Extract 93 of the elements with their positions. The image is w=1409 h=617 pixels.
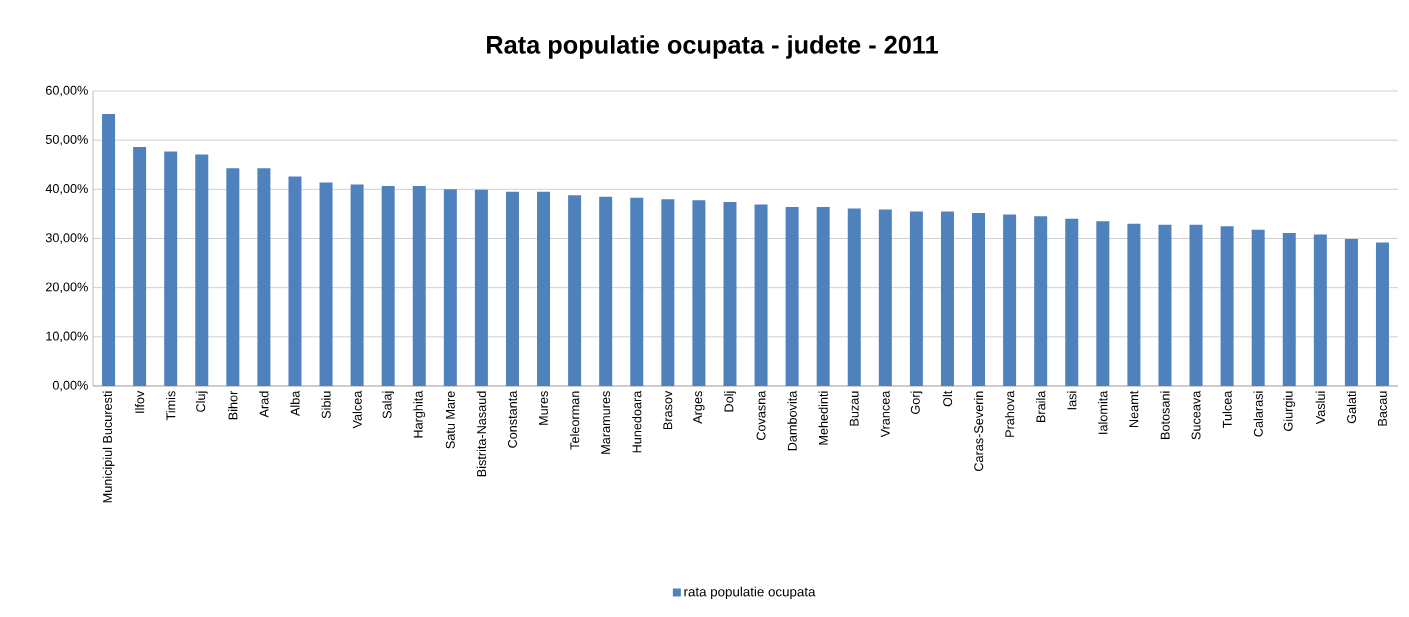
x-tick-label: Vaslui [1315,391,1325,425]
x-tick-label: Satu Mare [445,391,455,449]
bar [1313,234,1327,386]
x-tick-label: Alba [290,390,300,417]
x-tick-label: Covasna [756,390,766,441]
y-tick-label: 30,00% [45,233,88,244]
x-tick-label: Vrancea [880,390,890,438]
bar [568,195,582,386]
x-tick-label: Arges [693,391,705,424]
bar [505,191,519,386]
y-tick-label: 50,00% [45,134,88,146]
bar [1127,223,1141,386]
x-tick-label: Braila [1036,390,1046,423]
x-tick-label: Botosani [1160,391,1170,439]
y-tick-label: 10,00% [46,331,88,343]
bar [785,207,799,386]
bar [847,208,861,386]
x-tick-label: Constanta [507,390,517,448]
x-tick-label: Teleorman [569,391,580,450]
y-tick-label: 0,00% [52,380,88,392]
bar [164,151,178,386]
bar [537,191,551,386]
bar [909,211,923,386]
bar [1251,229,1265,386]
x-tick-label: Maramures [601,391,611,454]
bar [1096,221,1110,386]
bar [381,185,395,386]
bar [1003,214,1017,386]
x-tick-label: Prahova [1004,390,1015,437]
x-tick-label: Calarasi [1253,391,1263,437]
bar [1065,218,1079,386]
bar [692,200,706,386]
x-tick-label: Valcea [352,390,362,429]
bar [319,182,333,386]
x-tick-label: Bistrita-Nasaud [476,391,487,477]
bar [1158,224,1172,386]
x-tick-label: Olt [942,390,953,407]
bar [350,184,364,386]
bar [1034,216,1048,386]
x-tick-label: Bihor [228,390,238,420]
x-tick-label: Hunedoara [632,390,642,453]
x-tick-label: Giurgiu [1283,391,1296,431]
bar [1375,242,1389,386]
x-tick-label: Galati [1346,391,1357,424]
bar [816,207,830,386]
bar [226,168,240,386]
bar [443,189,457,386]
bar [878,209,892,386]
x-tick-label: Harghita [413,390,426,438]
bar [1344,238,1358,386]
x-tick-label: Dambovita [787,390,797,451]
x-tick-label: Arad [259,391,269,418]
x-tick-label: Ilfov [134,390,145,413]
x-tick-label: Salaj [382,391,395,419]
bar [1282,233,1296,386]
bar [1220,226,1234,386]
bar [661,199,675,386]
bar [133,147,147,386]
x-tick-label: Timis [166,391,176,421]
legend-label: rata populatie ocupata [684,586,816,600]
bar [257,168,271,386]
bar [474,189,488,386]
bar [102,114,116,386]
x-tick-label: Caras-Severin [973,391,984,472]
x-tick-label: Neamt [1129,390,1139,427]
x-tick-label: Tulcea [1222,390,1232,428]
x-tick-label: Sibiu [321,391,331,419]
bar [412,185,426,386]
bar [972,212,986,386]
x-tick-label: Brasov [663,390,673,430]
x-tick-label: Buzau [849,391,859,426]
x-tick-label: Cluj [195,391,208,412]
bar [599,196,613,386]
y-tick-label: 20,00% [45,282,88,293]
x-tick-label: Mehedinti [818,391,828,445]
bar [940,211,954,386]
bar [754,204,768,386]
x-tick-label: Ialomita [1098,390,1108,434]
bar [195,154,209,386]
y-tick-label: 60,00% [45,85,88,97]
bar [288,176,302,386]
y-tick-label: 40,00% [45,184,88,195]
x-tick-label: Mures [539,391,548,425]
bar [1189,224,1203,386]
x-tick-label: Dolj [724,391,736,412]
x-tick-label: Bacau [1378,391,1387,426]
x-tick-label: Suceava [1191,390,1201,440]
x-tick-label: Iasi [1067,391,1077,410]
chart-title: Rata populatie ocupata - judete - 2011 [487,35,938,59]
bar [723,202,737,386]
bar [630,197,644,386]
x-tick-label: Municipiul Bucuresti [102,391,115,503]
x-tick-label: Gorj [910,391,923,414]
